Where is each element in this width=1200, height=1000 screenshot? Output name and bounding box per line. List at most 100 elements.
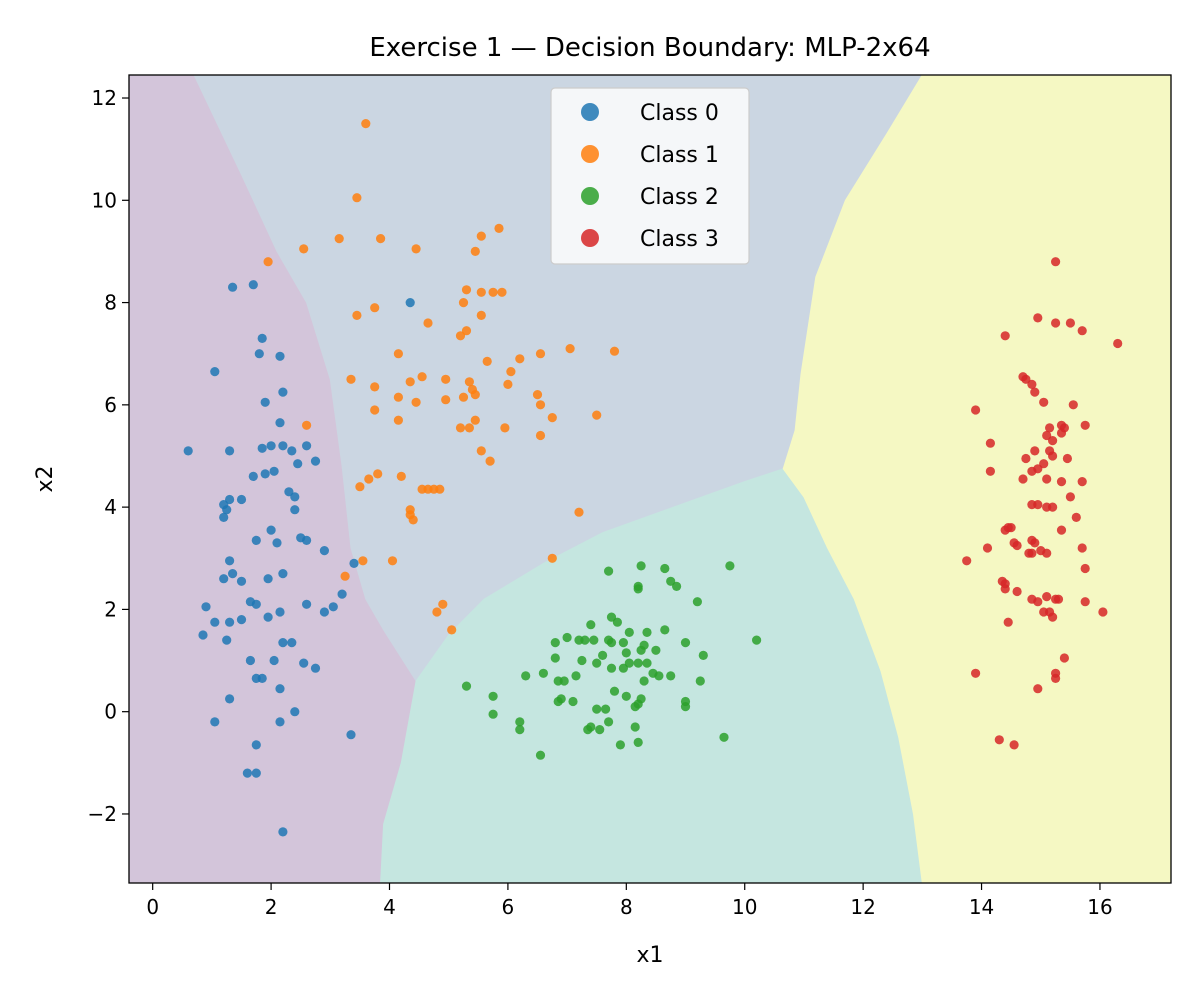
class-2-point — [606, 638, 617, 648]
class-2-point — [636, 561, 646, 571]
class-1-point — [547, 553, 557, 563]
class-3-point — [1051, 257, 1061, 267]
class-0-point — [225, 446, 235, 456]
y-tick-label: 2 — [104, 597, 117, 621]
class-1-point — [506, 367, 516, 377]
class-1-point — [387, 556, 398, 566]
class-1-point — [370, 405, 380, 415]
class-0-point — [299, 658, 309, 668]
class-2-point — [550, 638, 560, 648]
class-1-point — [376, 234, 386, 244]
class-0-point — [405, 298, 415, 308]
class-1-point — [370, 303, 380, 313]
y-tick-label: 0 — [104, 700, 117, 724]
y-axis-ticks: −2 0 2 4 6 8 10 12 — [88, 86, 129, 826]
class-2-point — [642, 658, 652, 668]
class-0-point — [310, 456, 321, 466]
class-0-point — [263, 574, 273, 584]
y-tick-label: 4 — [104, 495, 117, 519]
class-1-point — [364, 474, 374, 484]
class-1-point — [405, 377, 415, 387]
class-0-point — [290, 707, 300, 717]
class-3-point — [1056, 525, 1067, 535]
class-1-point — [470, 390, 480, 400]
class-1-point — [302, 420, 312, 430]
class-0-point — [248, 280, 258, 290]
class-0-point — [266, 525, 276, 535]
class-0-point — [290, 492, 300, 502]
class-0-point — [287, 446, 297, 456]
class-0-point — [225, 617, 235, 627]
class-0-point — [260, 397, 270, 407]
class-2-point — [515, 725, 525, 735]
class-0-point — [236, 615, 247, 625]
class-0-point — [222, 505, 232, 515]
class-2-point — [636, 645, 646, 655]
class-3-point — [1012, 586, 1022, 597]
x-tick-label: 14 — [969, 895, 994, 919]
class-0-point — [275, 684, 285, 694]
legend-label-class-2: Class 2 — [640, 185, 719, 210]
x-tick-label: 2 — [265, 895, 278, 919]
class-2-point — [642, 627, 652, 638]
class-3-point — [1056, 428, 1067, 438]
class-0-point — [319, 546, 329, 556]
class-2-point — [604, 717, 614, 727]
class-0-point — [236, 494, 247, 505]
class-1-point — [485, 456, 495, 466]
class-3-point — [1051, 673, 1061, 684]
class-0-point — [222, 635, 232, 645]
class-3-point — [1045, 423, 1055, 433]
class-2-point — [615, 740, 626, 750]
class-0-point — [225, 494, 235, 505]
class-0-point — [198, 630, 208, 640]
class-2-point — [621, 691, 631, 701]
class-3-point — [1056, 477, 1067, 487]
legend-marker-class-0 — [581, 103, 599, 121]
class-1-point — [482, 356, 492, 366]
class-0-point — [328, 602, 338, 612]
y-tick-label: 10 — [92, 188, 117, 212]
class-1-point — [447, 625, 457, 635]
class-2-point — [488, 691, 498, 701]
class-0-point — [254, 349, 264, 359]
class-0-point — [257, 673, 267, 684]
class-0-point — [225, 694, 235, 704]
class-1-point — [396, 471, 406, 481]
class-2-point — [604, 566, 614, 576]
class-3-point — [1000, 584, 1010, 594]
class-2-point — [698, 650, 708, 661]
class-2-point — [553, 696, 563, 707]
class-1-point — [438, 599, 448, 609]
x-axis-ticks: 0 2 4 6 8 10 12 14 16 — [146, 883, 1113, 919]
class-1-point — [515, 354, 525, 364]
legend-marker-class-2 — [581, 187, 599, 205]
class-2-point — [633, 584, 643, 594]
class-0-point — [302, 599, 312, 609]
class-3-point — [1042, 548, 1052, 558]
class-0-point — [278, 441, 288, 451]
class-2-point — [719, 732, 729, 742]
legend-label-class-1: Class 1 — [640, 143, 719, 168]
class-0-point — [219, 512, 229, 523]
class-1-point — [609, 346, 620, 356]
class-0-point — [319, 607, 329, 617]
class-0-point — [251, 740, 261, 750]
x-tick-label: 16 — [1087, 895, 1112, 919]
class-3-point — [1048, 436, 1058, 446]
class-1-point — [565, 344, 575, 354]
class-0-point — [337, 589, 347, 599]
class-0-point — [248, 471, 258, 481]
class-3-point — [1080, 420, 1090, 430]
class-2-point — [618, 638, 629, 648]
class-0-point — [278, 569, 288, 579]
class-2-point — [695, 676, 705, 686]
class-2-point — [515, 717, 525, 727]
class-2-point — [630, 702, 640, 712]
class-1-point — [503, 379, 513, 389]
x-tick-label: 6 — [502, 895, 515, 919]
x-tick-label: 0 — [146, 895, 159, 919]
class-0-point — [210, 717, 220, 727]
class-1-point — [535, 430, 546, 441]
